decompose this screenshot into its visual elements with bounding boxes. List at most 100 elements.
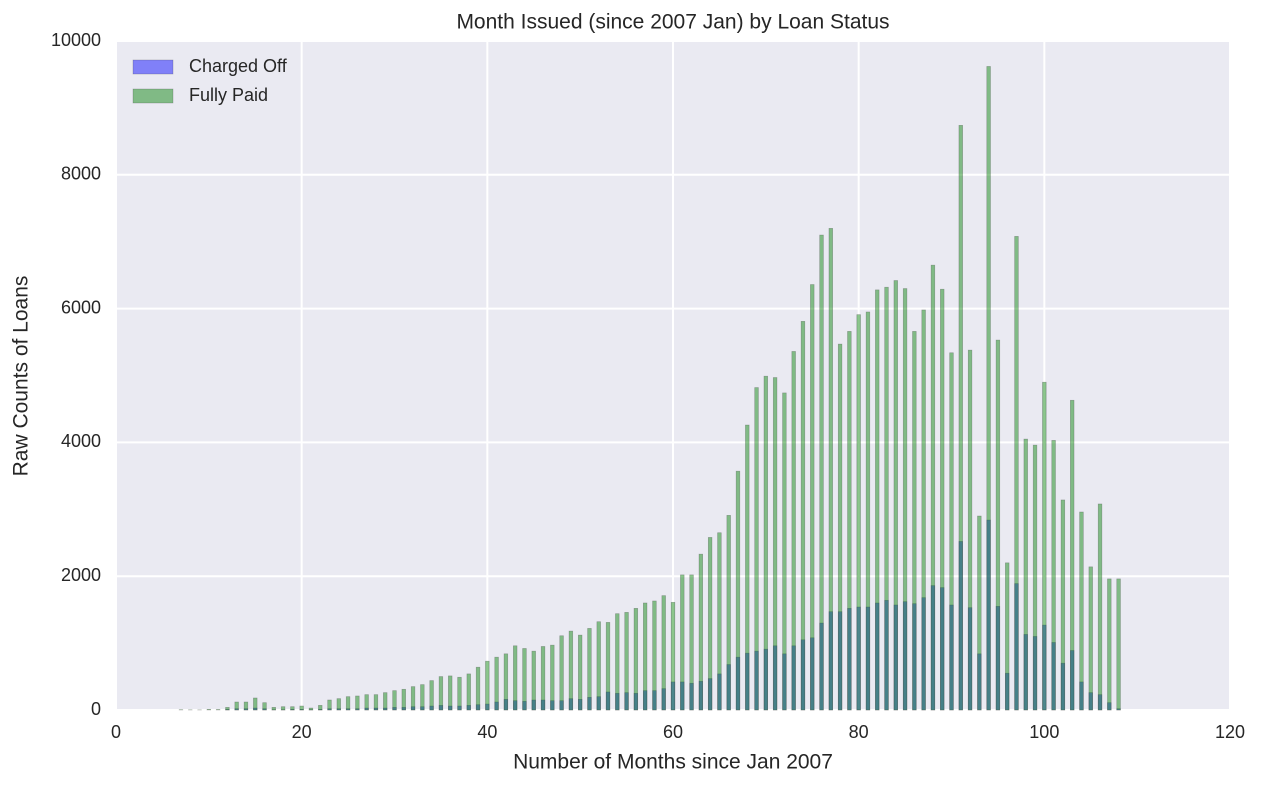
- bar: [819, 622, 824, 711]
- bar: [587, 628, 592, 711]
- bar: [633, 608, 639, 711]
- bar: [308, 707, 314, 711]
- bar: [893, 604, 898, 711]
- bar: [1107, 702, 1112, 711]
- bar: [624, 692, 629, 711]
- bar: [401, 707, 406, 711]
- x-tick-label: 100: [1029, 722, 1059, 742]
- bar: [1023, 438, 1028, 711]
- bar: [884, 286, 889, 711]
- bar: [735, 470, 741, 711]
- bar: [717, 532, 722, 711]
- bar: [1051, 440, 1056, 711]
- bar: [336, 708, 341, 711]
- bar: [578, 698, 583, 711]
- bar: [958, 124, 963, 711]
- bar: [791, 351, 796, 711]
- bar: [392, 690, 397, 711]
- bar: [364, 707, 369, 711]
- bar: [503, 653, 509, 711]
- bar: [717, 673, 722, 711]
- bar: [596, 621, 601, 711]
- bar: [763, 375, 768, 711]
- bar: [1032, 636, 1038, 711]
- bar: [921, 597, 926, 711]
- bar: [1060, 662, 1066, 711]
- bar: [810, 637, 815, 711]
- chart-title: Month Issued (since 2007 Jan) by Loan St…: [456, 11, 889, 34]
- bar: [800, 321, 806, 711]
- bar: [837, 611, 843, 711]
- bar: [837, 343, 843, 711]
- bar: [1116, 578, 1121, 711]
- bar: [383, 707, 388, 711]
- bar: [698, 680, 704, 711]
- bar: [642, 602, 648, 711]
- bar: [661, 688, 666, 711]
- bar: [865, 311, 871, 711]
- bar: [1107, 578, 1112, 711]
- bar: [652, 690, 657, 711]
- bar: [772, 645, 778, 711]
- bar: [1097, 694, 1103, 711]
- bar: [327, 699, 332, 711]
- bar: [670, 681, 676, 711]
- bar: [345, 708, 351, 711]
- bar: [856, 314, 861, 711]
- bar: [1088, 566, 1093, 711]
- bar: [531, 699, 536, 711]
- bar: [791, 645, 796, 711]
- bar: [893, 280, 898, 711]
- bar: [986, 519, 991, 711]
- bar: [559, 700, 564, 711]
- bar: [689, 574, 694, 711]
- bar: [828, 611, 833, 711]
- bar: [503, 698, 509, 711]
- bar: [401, 688, 406, 711]
- bar: [448, 675, 453, 711]
- x-tick-label: 60: [663, 722, 683, 742]
- bar: [745, 424, 750, 711]
- bar: [642, 690, 648, 711]
- bar: [875, 289, 880, 711]
- bar: [550, 644, 555, 711]
- bar: [522, 648, 527, 711]
- bar: [1088, 692, 1093, 711]
- bar: [977, 653, 982, 711]
- bar: [494, 701, 499, 711]
- bar: [410, 706, 416, 711]
- bar: [420, 706, 425, 711]
- bar: [299, 709, 304, 711]
- bar: [1042, 381, 1047, 711]
- bar: [624, 612, 629, 711]
- bar: [847, 331, 852, 711]
- bar: [958, 541, 963, 711]
- bar: [847, 608, 852, 711]
- bar: [457, 705, 462, 711]
- bar: [726, 515, 731, 711]
- bar: [318, 705, 323, 711]
- x-tick-label: 80: [849, 722, 869, 742]
- bar: [1070, 650, 1075, 711]
- bar: [355, 695, 360, 711]
- bar: [912, 603, 917, 711]
- bar: [912, 331, 917, 711]
- bar: [559, 635, 564, 711]
- bar: [605, 622, 611, 711]
- bar: [680, 681, 685, 711]
- bar: [921, 309, 926, 711]
- bar: [1070, 399, 1075, 711]
- bar: [243, 701, 249, 711]
- x-tick-label: 40: [477, 722, 497, 742]
- bar: [568, 698, 574, 711]
- bar: [605, 691, 611, 711]
- bar: [587, 696, 592, 711]
- bar: [1060, 499, 1066, 711]
- bar: [1042, 624, 1047, 711]
- bar: [977, 515, 982, 711]
- bar: [215, 709, 221, 711]
- bar: [438, 705, 444, 711]
- bar: [262, 702, 267, 711]
- bar: [429, 680, 434, 711]
- bar: [578, 634, 583, 711]
